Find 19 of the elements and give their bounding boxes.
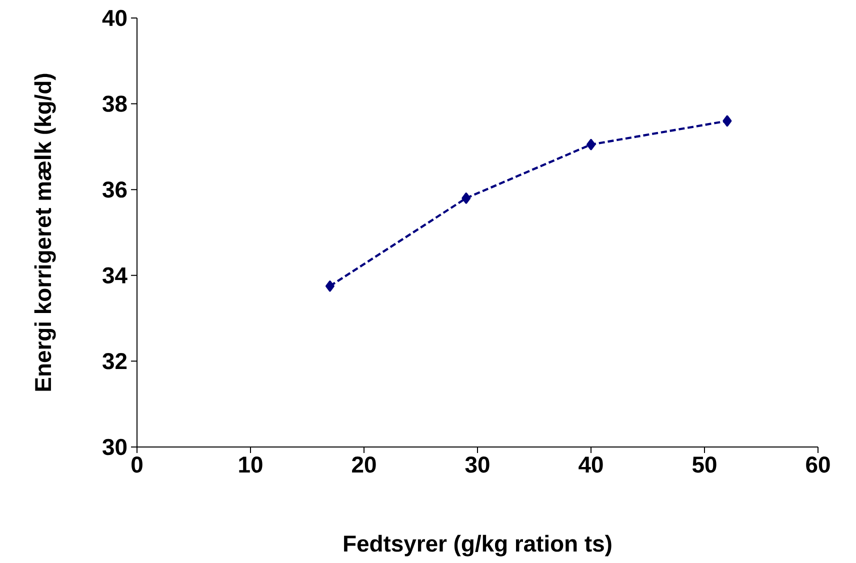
y-tick-label: 38 [102, 96, 127, 112]
point [722, 115, 732, 127]
x-tick-label: 60 [806, 456, 830, 473]
y-tick-label: 34 [102, 267, 128, 284]
x-tick-label: 40 [578, 456, 603, 473]
point [586, 138, 596, 150]
x-tick-label: 10 [239, 456, 262, 473]
x-tick-label: 30 [465, 456, 490, 473]
y-axis-title: Energi korrigeret mælk (kg/d) [34, 74, 56, 391]
point [325, 280, 334, 292]
y-tick-label: 30 [102, 438, 127, 456]
y-tick-label: 40 [102, 10, 127, 26]
y-tick-label: 32 [102, 353, 127, 370]
x-tick-label: 0 [132, 456, 142, 473]
x-tick-label: 20 [352, 456, 376, 473]
x-axis-title: Fedtsyrer (g/kg ration ts) [344, 534, 612, 556]
point [462, 192, 471, 204]
x-tick-label: 50 [692, 456, 716, 473]
y-tick-label: 36 [102, 181, 127, 198]
